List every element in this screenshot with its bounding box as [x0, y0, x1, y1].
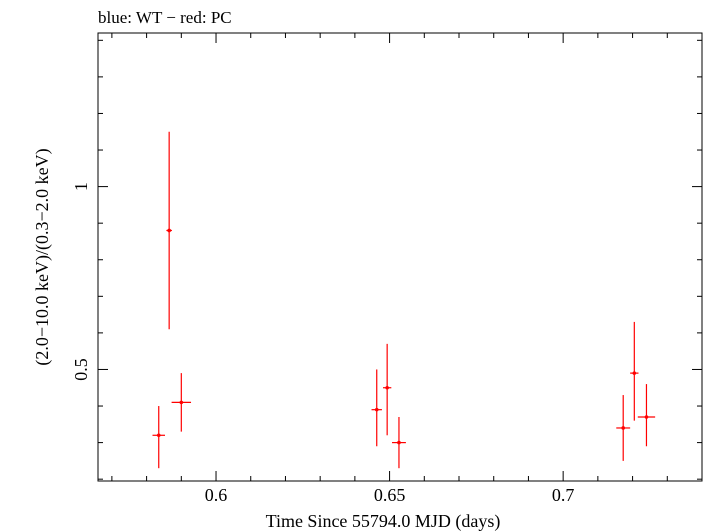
plot-frame [97, 32, 703, 482]
x-axis-label: Time Since 55794.0 MJD (days) [266, 511, 501, 532]
x-tick-label: 0.6 [205, 485, 228, 505]
data-point [392, 417, 406, 469]
data-point [630, 321, 639, 421]
point-marker [632, 371, 637, 375]
point-marker [167, 228, 171, 233]
data-points [152, 131, 656, 469]
data-point [616, 395, 631, 461]
data-point [171, 373, 192, 432]
data-point [166, 131, 172, 330]
data-point [371, 369, 382, 447]
point-marker [621, 426, 626, 430]
axis-ticks: 0.6 0.65 0.7 0.5 1 [71, 33, 703, 505]
x-tick-label: 0.65 [374, 485, 406, 505]
point-marker [385, 385, 389, 390]
point-marker [644, 415, 649, 419]
data-point [637, 384, 656, 447]
point-marker [179, 400, 184, 405]
y-tick-label: 0.5 [71, 358, 91, 381]
y-axis-label: (2.0−10.0 keV)/(0.3−2.0 keV) [32, 148, 53, 365]
point-marker [374, 407, 379, 412]
chart-title: blue: WT − red: PC [98, 8, 232, 27]
x-tick-label: 0.7 [552, 485, 575, 505]
y-tick-label: 1 [71, 182, 91, 191]
data-point [152, 406, 165, 469]
point-marker [156, 433, 161, 438]
data-point [382, 343, 392, 436]
point-marker [397, 440, 401, 445]
